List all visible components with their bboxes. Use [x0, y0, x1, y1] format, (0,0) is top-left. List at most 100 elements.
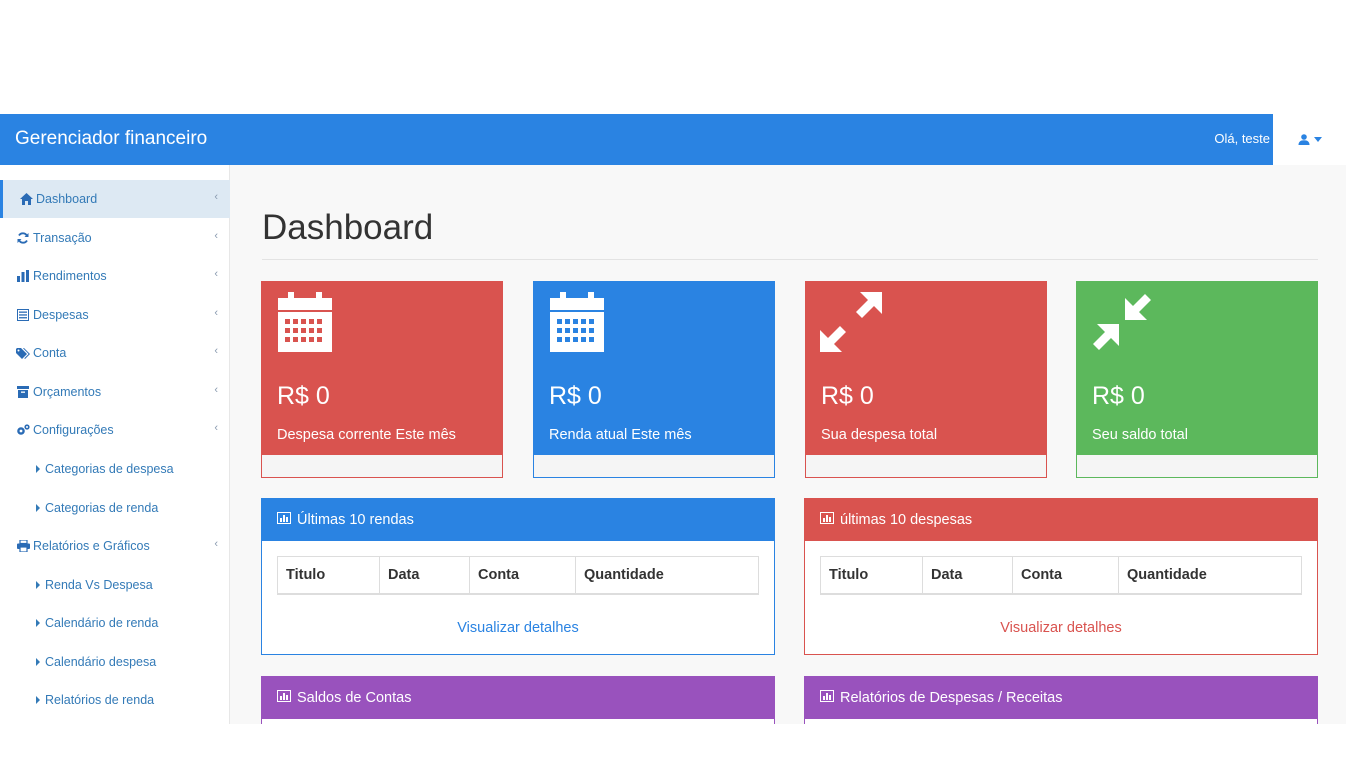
- sidebar-item-label: Conta: [33, 346, 67, 360]
- stat-amount: R$ 0: [821, 382, 874, 410]
- stat-card-current-income: R$ 0 Renda atual Este mês: [533, 281, 775, 478]
- panel-heading: Relatórios de Despesas / Receitas: [805, 677, 1317, 719]
- panel-heading: Saldos de Contas: [262, 677, 774, 719]
- view-details-link[interactable]: Visualizar detalhes: [1000, 620, 1122, 636]
- stat-label: Renda atual Este mês: [549, 427, 692, 443]
- chevron-left-icon: ‹: [214, 230, 218, 242]
- sidebar-item-dashboard[interactable]: Dashboard ‹: [0, 180, 230, 218]
- stat-card-total-balance: R$ 0 Seu saldo total: [1076, 281, 1318, 478]
- sidebar-item-transacao[interactable]: Transação ‹: [0, 219, 230, 257]
- calendar-icon: [548, 292, 606, 359]
- column-header-titulo[interactable]: Titulo: [277, 556, 380, 595]
- stat-label: Seu saldo total: [1092, 427, 1188, 443]
- list-icon: [16, 308, 30, 322]
- panel-heading: últimas 10 despesas: [805, 499, 1317, 541]
- panel-heading: Últimas 10 rendas: [262, 499, 774, 541]
- sidebar-item-label: Orçamentos: [33, 385, 102, 399]
- refresh-icon: [16, 231, 30, 245]
- chevron-left-icon: ‹: [214, 345, 218, 357]
- stat-card-head: R$ 0 Seu saldo total: [1077, 282, 1317, 456]
- chevron-left-icon: ‹: [214, 191, 218, 203]
- area-chart-icon: [820, 690, 834, 706]
- stat-card-footer[interactable]: [262, 455, 502, 477]
- app-viewport: Gerenciador financeiro Olá, teste Dashbo…: [0, 114, 1346, 724]
- table-header-row: Titulo Data Conta Quantidade: [277, 556, 759, 595]
- incomes-table: Titulo Data Conta Quantidade: [277, 556, 759, 595]
- stat-label: Sua despesa total: [821, 427, 938, 443]
- sidebar-subitem-label: Calendário de renda: [45, 616, 159, 630]
- panel-title: últimas 10 despesas: [840, 512, 973, 528]
- sidebar-item-label: Transação: [33, 231, 92, 245]
- cogs-icon: [16, 423, 30, 437]
- tags-icon: [16, 346, 30, 360]
- top-navbar: Gerenciador financeiro Olá, teste: [0, 114, 1346, 165]
- column-header-data[interactable]: Data: [922, 556, 1013, 595]
- sidebar-subitem-categorias-renda[interactable]: Categorias de renda: [0, 489, 230, 527]
- column-header-data[interactable]: Data: [379, 556, 470, 595]
- stat-label: Despesa corrente Este mês: [277, 427, 456, 443]
- sidebar-item-rendimentos[interactable]: Rendimentos ‹: [0, 257, 230, 295]
- panel-title: Relatórios de Despesas / Receitas: [840, 690, 1063, 706]
- calendar-icon: [276, 292, 334, 359]
- column-header-quantidade[interactable]: Quantidade: [1118, 556, 1302, 595]
- sidebar: Dashboard ‹ Transação ‹ Rendimentos ‹ De…: [0, 165, 230, 724]
- chevron-left-icon: ‹: [214, 268, 218, 280]
- panel-expense-income-reports: Relatórios de Despesas / Receitas: [804, 676, 1318, 724]
- sidebar-subitem-label: Relatórios de renda: [45, 693, 155, 707]
- chevron-left-icon: ‹: [214, 307, 218, 319]
- sidebar-subitem-renda-vs-despesa[interactable]: Renda Vs Despesa: [0, 566, 230, 604]
- sidebar-item-configuracoes[interactable]: Configurações ‹: [0, 411, 230, 449]
- user-icon: [1298, 134, 1310, 145]
- sidebar-item-despesas[interactable]: Despesas ‹: [0, 296, 230, 334]
- area-chart-icon: [277, 690, 291, 706]
- expand-icon: [820, 292, 886, 359]
- panel-title: Saldos de Contas: [297, 690, 412, 706]
- title-divider: [262, 259, 1318, 260]
- sidebar-subitem-calendario-despesa[interactable]: Calendário despesa: [0, 643, 230, 681]
- sidebar-item-conta[interactable]: Conta ‹: [0, 334, 230, 372]
- stat-amount: R$ 0: [277, 382, 330, 410]
- stat-card-current-expense: R$ 0 Despesa corrente Este mês: [261, 281, 503, 478]
- bar-chart-icon: [16, 269, 30, 283]
- chevron-down-icon: [1313, 137, 1322, 142]
- home-icon: [19, 192, 33, 206]
- caret-right-icon: [36, 696, 40, 704]
- sidebar-subitem-relatorios-renda[interactable]: Relatórios de renda: [0, 681, 230, 719]
- stat-card-footer[interactable]: [806, 455, 1046, 477]
- stat-card-footer[interactable]: [534, 455, 774, 477]
- caret-right-icon: [36, 658, 40, 666]
- sidebar-subitem-calendario-renda[interactable]: Calendário de renda: [0, 604, 230, 642]
- stat-amount: R$ 0: [549, 382, 602, 410]
- sidebar-item-label: Dashboard: [36, 192, 98, 206]
- sidebar-item-orcamentos[interactable]: Orçamentos ‹: [0, 373, 230, 411]
- view-details-link[interactable]: Visualizar detalhes: [457, 620, 579, 636]
- chevron-left-icon: ‹: [214, 422, 218, 434]
- chevron-left-icon: ‹: [214, 538, 218, 550]
- sidebar-item-relatorios[interactable]: Relatórios e Gráficos ‹: [0, 527, 230, 565]
- panel-last-expenses: últimas 10 despesas Titulo Data Conta Qu…: [804, 498, 1318, 655]
- panel-title: Últimas 10 rendas: [297, 512, 414, 528]
- user-menu-button[interactable]: [1273, 114, 1346, 165]
- area-chart-icon: [277, 512, 291, 528]
- sidebar-subitem-label: Renda Vs Despesa: [45, 578, 153, 592]
- column-header-conta[interactable]: Conta: [1012, 556, 1119, 595]
- sidebar-subitem-categorias-despesa[interactable]: Categorias de despesa: [0, 450, 230, 488]
- column-header-quantidade[interactable]: Quantidade: [575, 556, 759, 595]
- brand-title[interactable]: Gerenciador financeiro: [15, 128, 208, 149]
- table-header-row: Titulo Data Conta Quantidade: [820, 556, 1302, 595]
- stat-card-head: R$ 0 Renda atual Este mês: [534, 282, 774, 456]
- stat-card-footer[interactable]: [1077, 455, 1317, 477]
- sidebar-item-label: Rendimentos: [33, 269, 107, 283]
- caret-right-icon: [36, 504, 40, 512]
- stat-amount: R$ 0: [1092, 382, 1145, 410]
- archive-icon: [16, 385, 30, 399]
- sidebar-subitem-label: Calendário despesa: [45, 655, 157, 669]
- caret-right-icon: [36, 581, 40, 589]
- sidebar-subitem-label: Categorias de renda: [45, 501, 159, 515]
- column-header-titulo[interactable]: Titulo: [820, 556, 923, 595]
- user-greeting: Olá, teste: [1214, 131, 1270, 146]
- column-header-conta[interactable]: Conta: [469, 556, 576, 595]
- stat-card-head: R$ 0 Despesa corrente Este mês: [262, 282, 502, 456]
- caret-right-icon: [36, 619, 40, 627]
- caret-right-icon: [36, 465, 40, 473]
